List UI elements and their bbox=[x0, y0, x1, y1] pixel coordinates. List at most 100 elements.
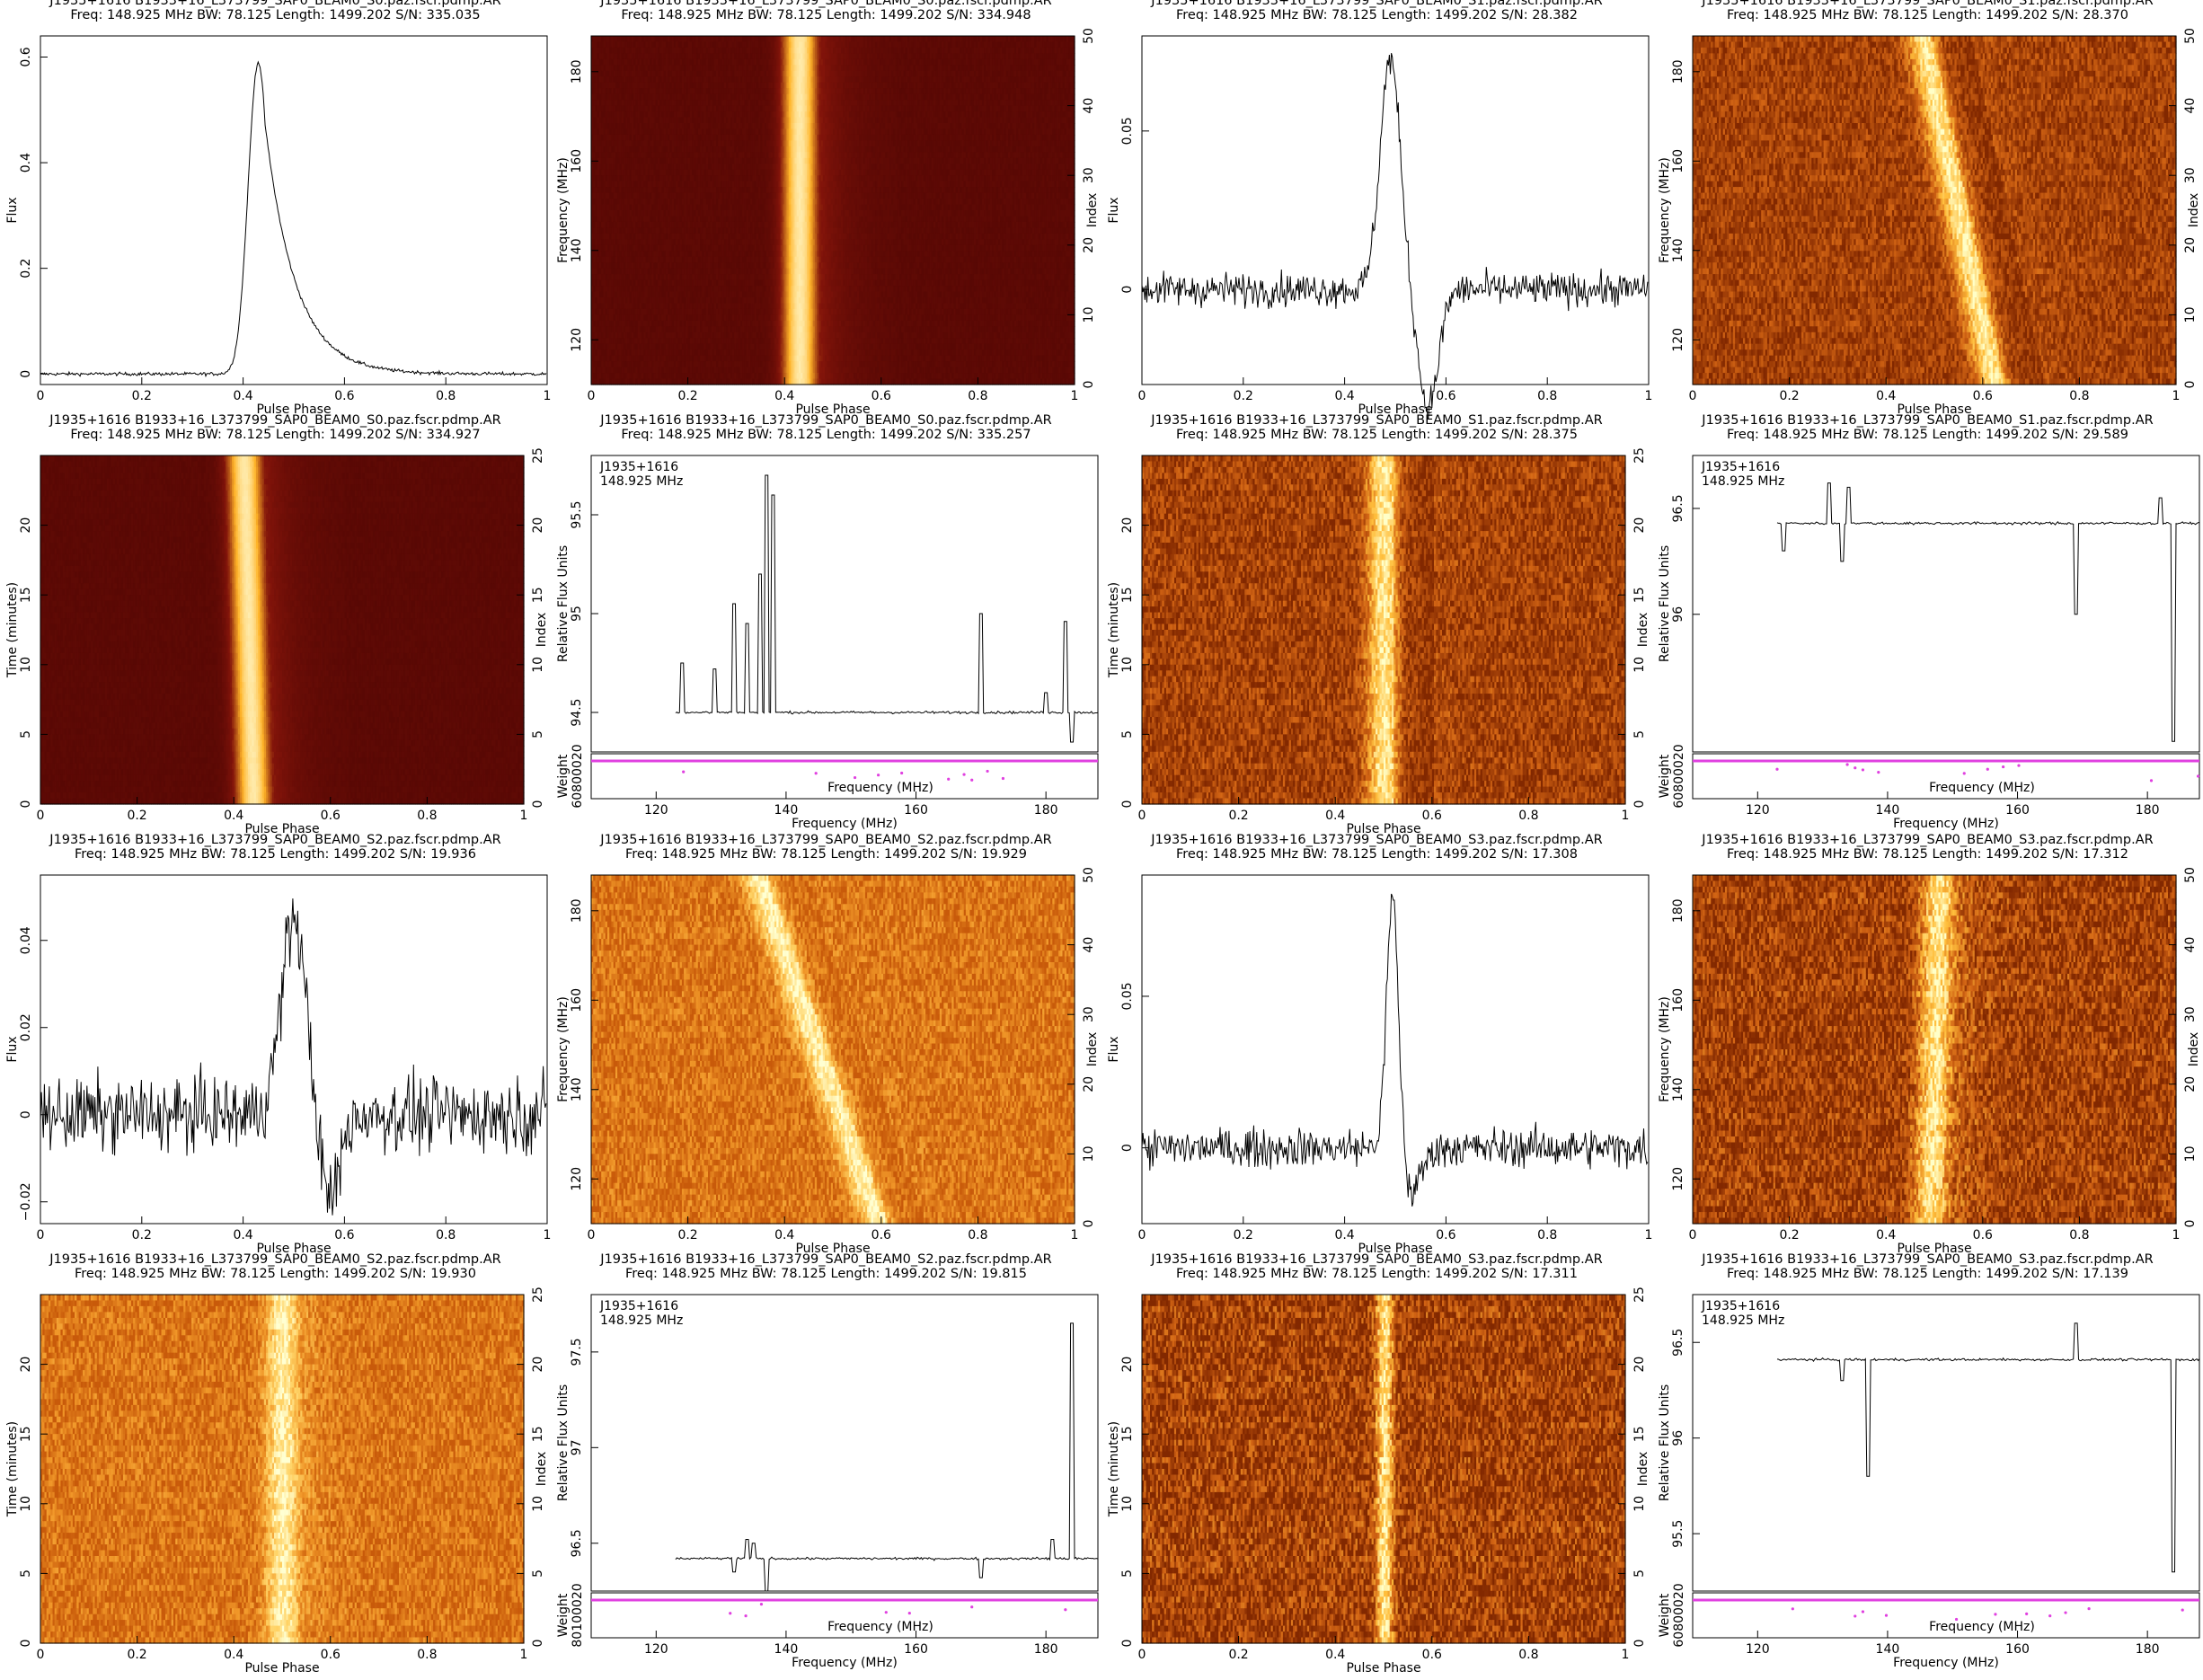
heatmap bbox=[591, 36, 1075, 385]
x-tick-label: 180 bbox=[2136, 1642, 2160, 1657]
right-tick-label: 0 bbox=[1082, 381, 1096, 389]
weight-point bbox=[1986, 768, 1989, 771]
x-tick-label: 0 bbox=[37, 1648, 45, 1662]
x-tick-label: 0.8 bbox=[968, 389, 987, 403]
right-tick-label: 30 bbox=[1082, 1006, 1096, 1022]
x-tick-label: 140 bbox=[774, 1642, 799, 1657]
y-tick-label: 10 bbox=[19, 657, 33, 673]
y-tick-label: 15 bbox=[19, 587, 33, 603]
y-tick-label: 0.4 bbox=[19, 153, 33, 172]
x-tick-label: 0.8 bbox=[2069, 1228, 2089, 1242]
right-tick-label: 50 bbox=[2183, 867, 2198, 883]
x-axis-label: Frequency (MHz) bbox=[792, 817, 898, 831]
right-tick-label: 10 bbox=[531, 1496, 545, 1512]
x-tick-label: 0.8 bbox=[1537, 1228, 1557, 1242]
weight-point bbox=[1862, 768, 1864, 771]
y-tick-label: 96.5 bbox=[1671, 494, 1685, 522]
y-tick-label: 140 bbox=[1671, 238, 1685, 262]
y-tick-label: 20 bbox=[1120, 1357, 1135, 1373]
x-tick-label: 0.8 bbox=[968, 1228, 987, 1242]
frequency-label: 148.925 MHz bbox=[600, 474, 683, 489]
y-tick-label: 95.5 bbox=[570, 500, 584, 528]
x-tick-label: 0.8 bbox=[436, 1228, 456, 1242]
weight-point bbox=[2002, 765, 2004, 768]
y-tick-label: 120 bbox=[570, 1167, 584, 1191]
right-tick-label: 10 bbox=[2183, 1145, 2198, 1162]
right-tick-label: 0 bbox=[2183, 381, 2198, 389]
x-tick-label: 120 bbox=[644, 1642, 668, 1657]
x-tick-label: 0.6 bbox=[1422, 1648, 1442, 1662]
x-tick-label: 0.4 bbox=[224, 809, 243, 823]
x-tick-label: 180 bbox=[1034, 1642, 1058, 1657]
y-tick-label: 15 bbox=[1120, 1426, 1135, 1442]
x-tick-label: 0.2 bbox=[1234, 389, 1253, 403]
x-tick-label: 1 bbox=[2172, 389, 2181, 403]
y-axis-label: Flux bbox=[1107, 1036, 1121, 1062]
y-tick-label: 0.6 bbox=[19, 47, 33, 66]
plot-panel-2: J1935+1616 B1933+16_L373799_SAP0_BEAM0_S… bbox=[551, 0, 1102, 420]
y-axis-label: Time (minutes) bbox=[5, 582, 20, 678]
right-axis-label: Index bbox=[2187, 193, 2201, 228]
weight-point bbox=[854, 776, 856, 779]
right-tick-label: 40 bbox=[1082, 937, 1096, 953]
y-tick-label: 5 bbox=[19, 1569, 33, 1578]
weight-tick-label: 60800020 bbox=[1672, 744, 1686, 808]
y-tick-label: 160 bbox=[570, 149, 584, 173]
y-tick-label: 180 bbox=[1671, 898, 1685, 923]
plot-panel-7: J1935+1616 B1933+16_L373799_SAP0_BEAM0_S… bbox=[1102, 420, 1652, 839]
x-tick-label: 0.4 bbox=[1334, 1228, 1354, 1242]
x-axis-label: Frequency (MHz) bbox=[1893, 1656, 1999, 1670]
x-tick-label: 0.6 bbox=[1422, 809, 1442, 823]
pulse-profile-line bbox=[1142, 894, 1648, 1207]
y-axis-label: Frequency (MHz) bbox=[556, 157, 571, 263]
x-tick-label: 0.6 bbox=[321, 809, 341, 823]
source-label: J1935+1616 bbox=[1701, 460, 1780, 474]
x-tick-label: 0.2 bbox=[1779, 389, 1799, 403]
plot-panel-11: J1935+1616 B1933+16_L373799_SAP0_BEAM0_S… bbox=[1102, 839, 1652, 1259]
x-tick-label: 0.6 bbox=[1973, 389, 1993, 403]
x-tick-label: 1 bbox=[544, 389, 551, 403]
weight-point bbox=[1854, 1614, 1856, 1617]
right-tick-label: 25 bbox=[1632, 1287, 1647, 1303]
x-tick-label: 1 bbox=[1071, 1228, 1079, 1242]
weight-point bbox=[1792, 1607, 1794, 1610]
x-axis-label: Pulse Phase bbox=[244, 1661, 319, 1676]
y-tick-label: 97.5 bbox=[570, 1338, 584, 1366]
x-tick-label: 180 bbox=[2136, 803, 2160, 818]
right-axis-label: Index bbox=[1636, 1452, 1650, 1487]
pulse-profile-line bbox=[40, 898, 546, 1215]
weight-point bbox=[1854, 766, 1856, 769]
x-axis-label: Pulse Phase bbox=[1346, 1661, 1420, 1676]
x-axis-label: Frequency (MHz) bbox=[1893, 817, 1999, 831]
right-tick-label: 10 bbox=[1632, 657, 1647, 673]
y-tick-label: 160 bbox=[1671, 149, 1685, 173]
weight-axis-label: Weight bbox=[556, 754, 571, 798]
y-tick-label: 0 bbox=[19, 1110, 33, 1119]
weight-point bbox=[760, 1603, 763, 1605]
right-tick-label: 15 bbox=[531, 1426, 545, 1442]
x-tick-label: 1 bbox=[1622, 809, 1630, 823]
right-tick-label: 5 bbox=[531, 730, 545, 738]
right-tick-label: 40 bbox=[2183, 937, 2198, 953]
y-axis-label: Relative Flux Units bbox=[556, 1384, 571, 1501]
weight-point bbox=[877, 774, 880, 776]
frequency-label: 148.925 MHz bbox=[1702, 1313, 1784, 1328]
weight-point bbox=[2048, 1614, 2051, 1617]
y-tick-label: 15 bbox=[1120, 587, 1135, 603]
x-tick-label: 0.4 bbox=[224, 1648, 243, 1662]
x-tick-label: 0 bbox=[1138, 1648, 1146, 1662]
x-tick-label: 1 bbox=[520, 809, 528, 823]
y-tick-label: 5 bbox=[1120, 730, 1135, 738]
x-tick-label: 0 bbox=[1689, 389, 1697, 403]
weight-point bbox=[2197, 774, 2199, 777]
x-tick-label: 0.8 bbox=[417, 809, 437, 823]
right-tick-label: 0 bbox=[1632, 1640, 1647, 1648]
weight-freq-label: Frequency (MHz) bbox=[827, 781, 933, 795]
right-tick-label: 50 bbox=[2183, 28, 2198, 44]
